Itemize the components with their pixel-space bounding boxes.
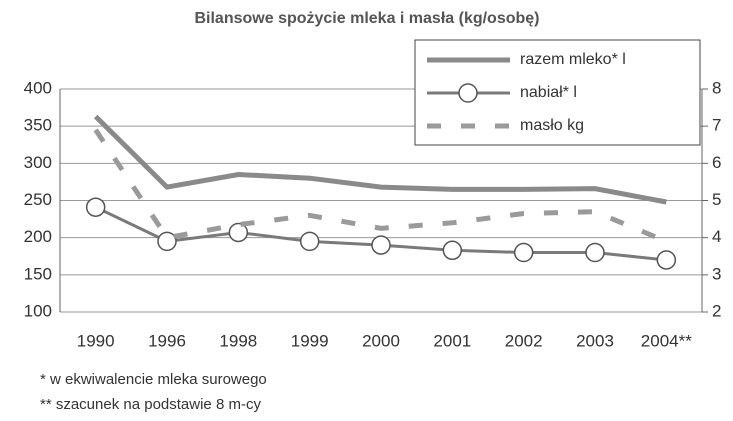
marker — [585, 242, 605, 263]
footnote: ** szacunek na podstawie 8 m-cy — [40, 396, 261, 413]
marker — [157, 231, 177, 252]
y2-tick-label: 4 — [712, 227, 721, 246]
y2-tick-label: 3 — [712, 264, 721, 283]
x-tick-label: 2002 — [505, 331, 543, 350]
marker — [656, 250, 677, 270]
y-tick-label: 300 — [24, 153, 52, 172]
y-tick-label: 200 — [24, 227, 52, 246]
y2-tick-label: 5 — [712, 190, 721, 209]
legend-label: nabiał* l — [520, 84, 577, 101]
legend-label: razem mleko* l — [520, 51, 626, 68]
legend-marker — [458, 83, 478, 103]
x-tick-label: 1999 — [291, 331, 329, 350]
y2-tick-label: 2 — [712, 301, 721, 320]
marker — [228, 222, 249, 243]
footnote: * w ekwiwalencie mleka surowego — [40, 371, 267, 388]
y2-tick-label: 7 — [712, 116, 721, 135]
marker — [85, 197, 106, 217]
y-tick-label: 100 — [24, 301, 52, 320]
y2-tick-label: 8 — [712, 78, 721, 97]
legend-label: masło kg — [520, 117, 584, 134]
x-tick-label: 1996 — [148, 331, 186, 350]
x-tick-label: 2000 — [362, 331, 400, 350]
y2-tick-label: 6 — [712, 153, 721, 172]
marker — [513, 242, 534, 263]
marker — [371, 235, 391, 255]
series-line — [93, 114, 667, 205]
y-tick-label: 400 — [24, 78, 52, 97]
y-tick-label: 150 — [24, 264, 52, 283]
x-tick-label: 2004** — [641, 331, 692, 350]
y-tick-label: 250 — [24, 190, 52, 209]
chart-title: Bilansowe spożycie mleka i masła (kg/oso… — [194, 10, 539, 27]
x-tick-label: 2001 — [433, 331, 471, 350]
x-tick-label: 1990 — [77, 331, 115, 350]
series-line — [93, 128, 668, 244]
marker — [299, 231, 320, 252]
x-tick-label: 2003 — [576, 331, 614, 350]
y-tick-label: 350 — [24, 116, 52, 135]
x-tick-label: 1998 — [219, 331, 257, 350]
marker — [442, 240, 463, 261]
